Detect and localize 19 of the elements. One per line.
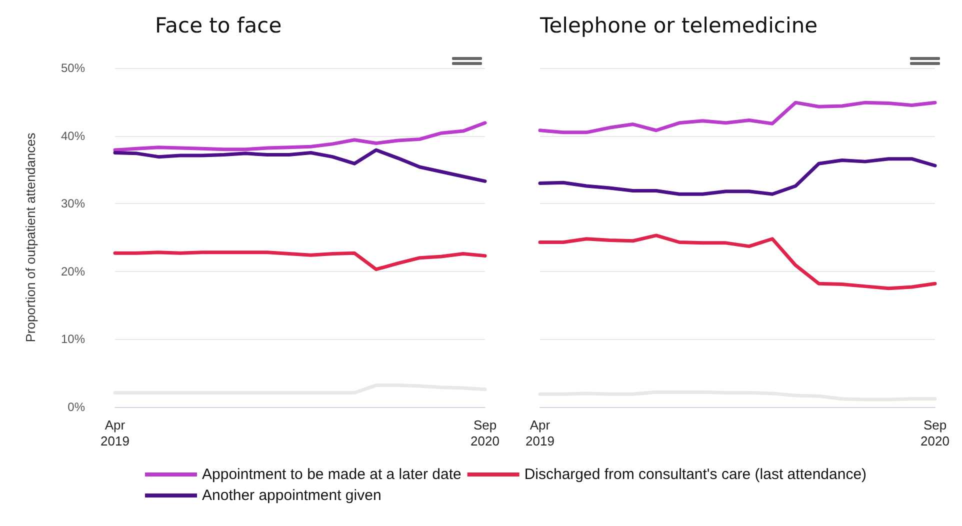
line-series [113, 121, 487, 152]
y-tick-label: 0% [68, 400, 86, 414]
legend-label: Another appointment given [202, 487, 382, 504]
x-tick-label: Sep 2020 [920, 418, 950, 448]
chart-title: Telephone or telemedicine [539, 14, 818, 38]
y-tick-label: 50% [60, 61, 86, 75]
legend-label: Discharged from consultant's care (last attendance) [524, 466, 867, 483]
legend-label: Appointment to be made at a later date [202, 466, 462, 483]
x-tick-label: Apr 2019 [100, 418, 130, 448]
y-tick-label: 30% [60, 196, 86, 211]
chart-title: Face to face [155, 14, 282, 38]
line-series [113, 148, 487, 183]
x-tick-label: Apr 2019 [526, 418, 554, 448]
y-tick-label: 40% [60, 128, 86, 143]
y-tick-label: 20% [60, 264, 86, 278]
y-tick-label: 10% [60, 332, 86, 346]
x-tick-label: Sep 2020 [470, 418, 500, 448]
y-axis-title: Proportion of outpatient attendances [23, 132, 38, 342]
line-series [113, 250, 487, 272]
